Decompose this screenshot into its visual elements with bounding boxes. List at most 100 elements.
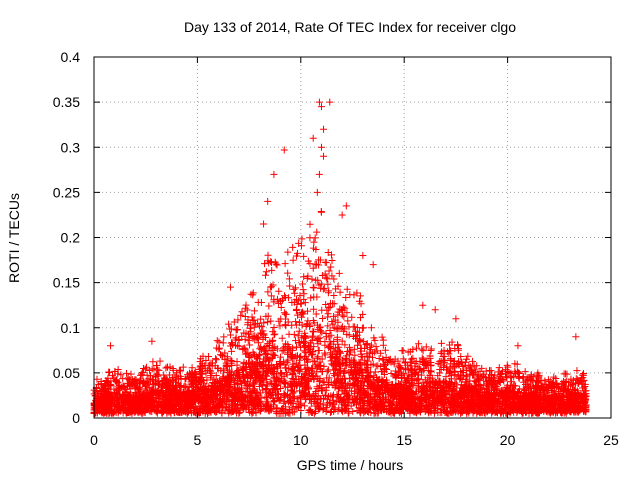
data-point [310, 238, 318, 246]
data-point [334, 340, 342, 348]
data-point [259, 327, 267, 335]
data-point [337, 349, 345, 357]
data-point [309, 327, 317, 335]
data-point [284, 248, 292, 256]
data-point [294, 332, 302, 340]
data-point [327, 263, 335, 271]
data-point [162, 364, 170, 372]
data-point [419, 347, 427, 355]
data-point [262, 268, 270, 276]
data-point [343, 309, 351, 317]
data-point [285, 275, 293, 283]
data-point [179, 363, 187, 371]
data-point [131, 376, 139, 384]
data-point [267, 379, 275, 387]
data-point [262, 401, 270, 409]
data-point [269, 336, 277, 344]
data-point [270, 323, 278, 331]
data-point [276, 369, 284, 377]
data-point [381, 346, 389, 354]
data-point [242, 301, 250, 309]
grid-lines [94, 57, 611, 418]
data-point [332, 285, 340, 293]
data-point [328, 360, 336, 368]
data-point [322, 301, 330, 309]
data-point [342, 294, 350, 302]
data-point [275, 287, 283, 295]
data-point [277, 303, 285, 311]
data-point [340, 313, 348, 321]
data-point [331, 355, 339, 363]
data-point [312, 310, 320, 318]
data-point [257, 299, 265, 307]
data-point [300, 347, 308, 355]
data-point [268, 266, 276, 274]
data-point [315, 378, 323, 386]
data-point [387, 369, 395, 377]
data-point [398, 347, 406, 355]
data-point [280, 392, 288, 400]
data-point [137, 370, 145, 378]
chart-title: Day 133 of 2014, Rate Of TEC Index for r… [184, 19, 516, 35]
data-point [227, 339, 235, 347]
data-point [409, 354, 417, 362]
data-point [91, 409, 99, 417]
data-point [330, 312, 338, 320]
data-point [127, 370, 135, 378]
data-point [464, 352, 472, 360]
data-point [309, 333, 317, 341]
data-point [335, 404, 343, 412]
data-point [238, 308, 246, 316]
data-points [90, 98, 590, 417]
data-point [375, 354, 383, 362]
data-point [325, 374, 333, 382]
data-point [277, 353, 285, 361]
data-point [295, 327, 303, 335]
data-point [326, 327, 334, 335]
data-point [333, 333, 341, 341]
data-point [476, 367, 484, 375]
data-point [344, 317, 352, 325]
data-point [292, 405, 300, 413]
data-point [331, 405, 339, 413]
data-point [228, 347, 236, 355]
data-point [351, 351, 359, 359]
data-point [319, 315, 327, 323]
data-point [156, 357, 164, 365]
data-point [292, 318, 300, 326]
data-point [378, 333, 386, 341]
data-point [357, 350, 365, 358]
data-point [225, 320, 233, 328]
data-point [351, 327, 359, 335]
data-point [324, 366, 332, 374]
data-point [286, 282, 294, 290]
data-point [297, 393, 305, 401]
data-point [329, 393, 337, 401]
data-point [213, 337, 221, 345]
data-point [149, 358, 157, 366]
data-point [357, 344, 365, 352]
data-point [250, 316, 258, 324]
data-point [380, 360, 388, 368]
data-point [324, 280, 332, 288]
data-point [367, 324, 375, 332]
data-point [230, 377, 238, 385]
data-point [326, 409, 334, 417]
data-point [285, 294, 293, 302]
data-point [521, 368, 529, 376]
data-point [337, 360, 345, 368]
data-point [264, 318, 272, 326]
data-point [379, 355, 387, 363]
data-point [309, 283, 317, 291]
data-point [306, 220, 314, 228]
data-point [457, 367, 465, 375]
data-point [219, 339, 227, 347]
data-point [330, 292, 338, 300]
data-point [300, 252, 308, 260]
data-point [301, 365, 309, 373]
data-point [459, 362, 467, 370]
data-point [292, 372, 300, 380]
data-point [173, 369, 181, 377]
data-point [299, 286, 307, 294]
